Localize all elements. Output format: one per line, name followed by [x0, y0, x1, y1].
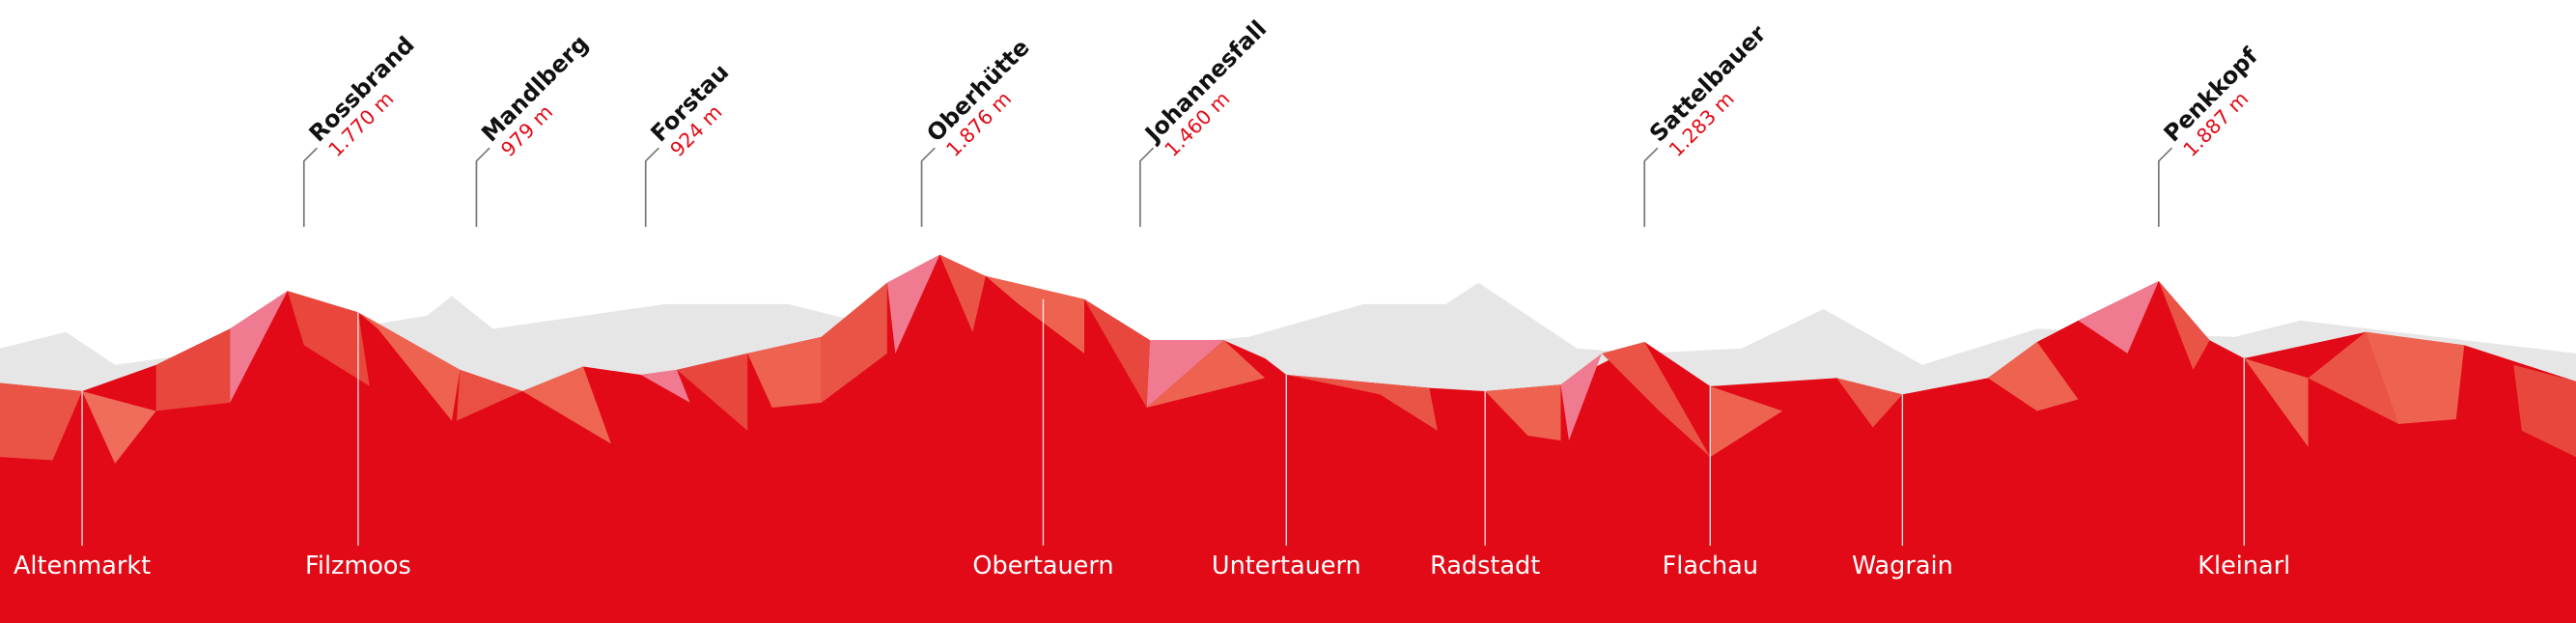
town-label: Radstadt — [1430, 552, 1540, 581]
peak-pointer — [1643, 147, 1659, 227]
town-label: Altenmarkt — [14, 552, 151, 581]
town-label: Filzmoos — [305, 552, 411, 581]
peak-pointer — [475, 147, 490, 227]
town-label: Untertauern — [1212, 552, 1361, 581]
peak-pointer — [920, 147, 936, 227]
town-label: Obertauern — [972, 552, 1113, 581]
mountain-ridge — [0, 254, 2576, 623]
town-label: Wagrain — [1852, 552, 1953, 581]
town-label: Kleinarl — [2198, 552, 2290, 581]
town-label: Flachau — [1663, 552, 1758, 581]
ridge-facets — [0, 254, 2576, 464]
town-markers: Altenmarkt Filzmoos Obertauern Untertauern R… — [14, 298, 2290, 581]
peak-pointer — [644, 147, 659, 227]
peak-pointer — [2157, 147, 2173, 227]
peak-pointer — [302, 147, 318, 227]
peak-pointer — [1139, 147, 1155, 227]
